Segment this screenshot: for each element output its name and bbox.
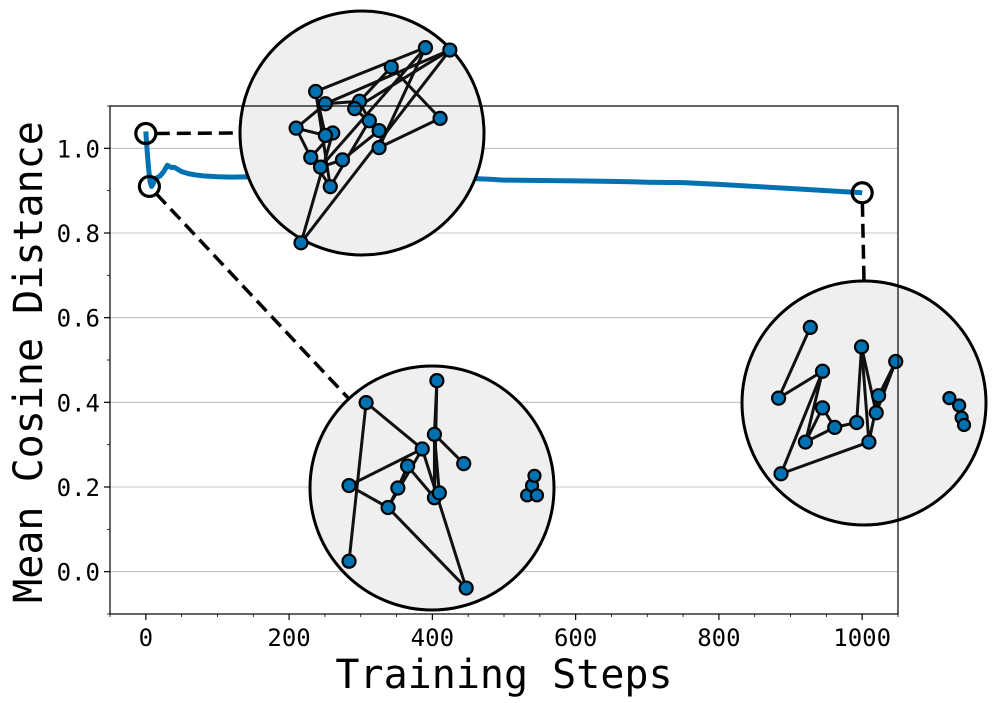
graph-edge bbox=[386, 506, 468, 590]
insets bbox=[238, 9, 988, 612]
graph-node bbox=[529, 488, 545, 503]
graph-edge bbox=[779, 369, 825, 476]
graph-edge bbox=[860, 345, 878, 415]
graph-node bbox=[334, 152, 351, 168]
graph-node bbox=[802, 319, 818, 335]
graph-edge bbox=[347, 447, 424, 488]
y-tick-label: 1.0 bbox=[57, 135, 100, 163]
graph-node bbox=[442, 42, 458, 58]
graph-node bbox=[956, 417, 972, 433]
graph-node bbox=[322, 179, 338, 195]
y-axis-title: Mean Cosine Distance bbox=[6, 121, 52, 603]
graph-edge bbox=[353, 48, 452, 111]
graph-node bbox=[361, 113, 377, 129]
graph-node bbox=[347, 100, 363, 117]
graph-node bbox=[942, 391, 957, 406]
graph-node bbox=[871, 388, 887, 404]
graph-node bbox=[849, 414, 865, 431]
graph-node bbox=[952, 398, 967, 413]
x-tick-label: 200 bbox=[267, 624, 310, 652]
graph-node bbox=[773, 466, 789, 482]
graph-edge bbox=[314, 46, 427, 94]
y-tick-label: 0.2 bbox=[57, 474, 100, 502]
y-tick-label: 0.8 bbox=[57, 220, 100, 248]
plot-marker bbox=[137, 174, 161, 199]
graph-node bbox=[390, 480, 406, 496]
graph-node bbox=[312, 159, 329, 175]
graph-node bbox=[341, 477, 357, 494]
plot-marker bbox=[850, 181, 874, 205]
y-ticks: 0.0 0.2 0.4 0.6 0.8 1.0 bbox=[57, 105, 110, 615]
graph-edge bbox=[420, 447, 468, 590]
graph-node bbox=[288, 120, 304, 136]
graph-node bbox=[371, 140, 387, 156]
graph-node bbox=[456, 456, 472, 472]
graph-edge bbox=[358, 65, 393, 103]
graph-node bbox=[400, 458, 416, 474]
plot-marker bbox=[134, 121, 158, 146]
graph-node bbox=[797, 434, 814, 450]
plot-markers bbox=[134, 121, 874, 205]
inset bbox=[238, 9, 486, 257]
graph-node bbox=[317, 127, 333, 144]
x-tick-label: 800 bbox=[697, 624, 740, 652]
graph-node bbox=[868, 405, 884, 421]
graph-node bbox=[426, 426, 443, 442]
graph-node bbox=[417, 39, 434, 56]
graph-node bbox=[308, 83, 324, 100]
graph-node bbox=[888, 353, 904, 370]
graph-edge bbox=[377, 116, 442, 150]
plot-frame bbox=[109, 105, 899, 615]
graph-node bbox=[827, 419, 843, 435]
inset-connector bbox=[860, 202, 866, 282]
graph-node bbox=[431, 485, 447, 501]
graph-edge bbox=[777, 369, 825, 400]
graph-node bbox=[317, 96, 333, 112]
x-tick-label: 0 bbox=[139, 624, 153, 652]
graph-edge bbox=[299, 131, 335, 245]
graph-edge bbox=[777, 325, 812, 400]
graph-node bbox=[293, 235, 309, 251]
graph-node bbox=[770, 390, 787, 406]
inset bbox=[308, 364, 556, 612]
graph-node bbox=[303, 149, 319, 165]
graph-node bbox=[371, 122, 387, 139]
connectors bbox=[154, 131, 866, 402]
graph-edge bbox=[803, 369, 825, 444]
x-tick-label: 600 bbox=[554, 624, 597, 652]
graph-node bbox=[527, 468, 542, 483]
graph-node bbox=[861, 434, 877, 450]
graph-node bbox=[341, 553, 357, 569]
inset bbox=[740, 279, 988, 527]
graph-edge bbox=[779, 440, 871, 476]
graph-node bbox=[383, 59, 399, 75]
x-tick-label: 400 bbox=[411, 624, 454, 652]
graph-node bbox=[432, 110, 448, 126]
graph-edge bbox=[364, 401, 424, 451]
graph-node bbox=[853, 339, 870, 355]
graph-node bbox=[458, 580, 474, 596]
x-axis-title: Training Steps bbox=[335, 652, 672, 698]
y-tick-label: 0.0 bbox=[57, 559, 100, 587]
inset-connector bbox=[154, 192, 352, 402]
x-tick-label: 1000 bbox=[833, 624, 891, 652]
graph-node bbox=[429, 373, 445, 389]
y-tick-label: 0.4 bbox=[57, 389, 100, 417]
graph-edge bbox=[855, 345, 864, 425]
graph-node bbox=[414, 441, 430, 457]
inset-circle bbox=[308, 364, 556, 612]
graph-node bbox=[358, 395, 374, 411]
graph-edge bbox=[340, 129, 381, 162]
graph-edge bbox=[323, 48, 452, 106]
x-ticks: 0 200 400 600 800 1000 bbox=[109, 614, 899, 652]
y-tick-label: 0.6 bbox=[57, 305, 100, 333]
graph-node bbox=[814, 400, 831, 416]
graph-node bbox=[380, 499, 396, 516]
graph-edge bbox=[860, 345, 871, 444]
graph-node bbox=[814, 363, 831, 379]
